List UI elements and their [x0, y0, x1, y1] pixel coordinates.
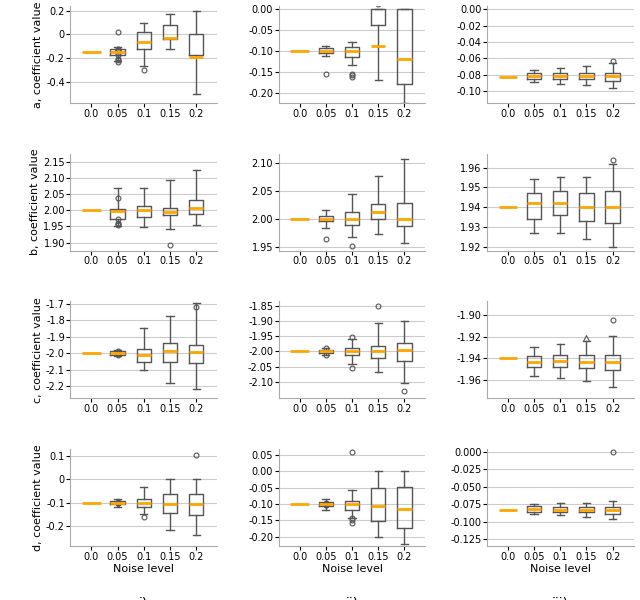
Text: ii): ii)	[346, 596, 358, 600]
Y-axis label: d, coefficient value: d, coefficient value	[33, 444, 43, 551]
Y-axis label: b, coefficient value: b, coefficient value	[31, 149, 40, 256]
Text: iii): iii)	[552, 596, 569, 600]
Y-axis label: a, coefficient value: a, coefficient value	[33, 1, 43, 108]
X-axis label: Noise level: Noise level	[321, 565, 383, 574]
Text: i): i)	[139, 596, 148, 600]
X-axis label: Noise level: Noise level	[113, 565, 174, 574]
Y-axis label: c, coefficient value: c, coefficient value	[33, 297, 43, 403]
X-axis label: Noise level: Noise level	[530, 565, 591, 574]
